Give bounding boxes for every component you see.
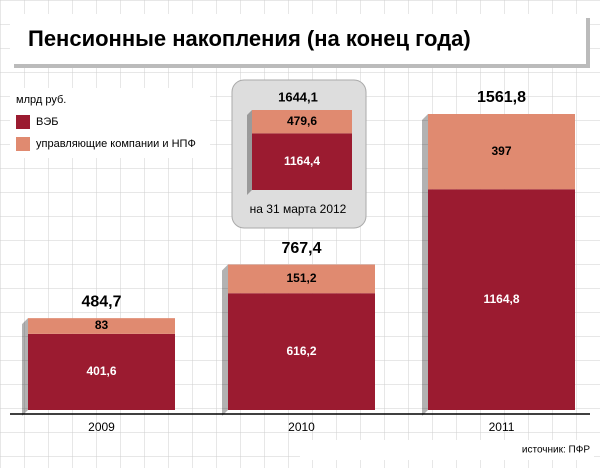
inset-total: 1644,1 (278, 89, 318, 104)
value-label: 616,2 (286, 344, 316, 358)
chart-title: Пенсионные накопления (на конец года) (28, 26, 471, 51)
bar-segment (228, 264, 375, 294)
inset-value-label: 1164,4 (284, 154, 320, 168)
bar-segment (28, 333, 175, 410)
bar-segment (228, 293, 375, 410)
bar-side (422, 189, 428, 416)
legend-box (10, 88, 210, 158)
value-label: 401,6 (86, 364, 116, 378)
source-box (300, 440, 594, 460)
inset-label: на 31 марта 2012 (250, 202, 347, 216)
bar-segment (428, 189, 575, 410)
inset-value-label: 479,6 (287, 114, 317, 128)
value-label: 151,2 (286, 271, 316, 285)
value-label: 1164,8 (483, 292, 519, 306)
value-label: 83 (95, 318, 109, 332)
bar-side (247, 110, 252, 139)
bar-side (247, 133, 252, 195)
bar-side (222, 293, 228, 416)
legend-swatch (16, 115, 30, 129)
bar-segment (428, 114, 575, 190)
total-label: 767,4 (281, 240, 321, 257)
title-box (10, 14, 586, 64)
inset-segment (252, 133, 352, 190)
bar-side (222, 264, 228, 300)
total-label: 484,7 (81, 293, 121, 310)
value-label: 397 (491, 144, 511, 158)
legend-label: управляющие компании и НПФ (36, 138, 196, 150)
legend-swatch (16, 137, 30, 151)
legend-label: ВЭБ (36, 116, 58, 128)
x-tick-label: 2010 (288, 420, 315, 434)
source: источник: ПФР (522, 445, 590, 456)
x-tick-label: 2011 (489, 420, 515, 434)
bar-segment (28, 318, 175, 334)
x-tick-label: 2009 (88, 420, 115, 434)
bar-side (22, 333, 28, 416)
inset-segment (252, 110, 352, 134)
unit-label: млрд руб. (16, 94, 66, 106)
total-label: 1561,8 (477, 89, 526, 106)
bar-side (22, 318, 28, 340)
bar-side (422, 114, 428, 196)
